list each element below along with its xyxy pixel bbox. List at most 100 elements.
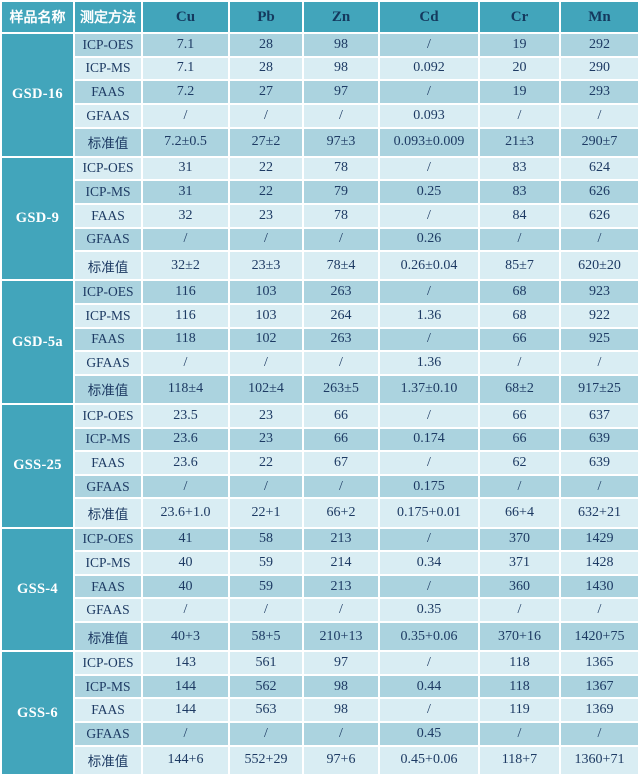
value-cell: 0.175+0.01: [380, 499, 478, 527]
value-cell: 0.35: [380, 599, 478, 622]
value-cell: 40: [143, 552, 228, 574]
value-cell: 66+4: [480, 499, 559, 527]
value-cell: 1430: [561, 575, 638, 598]
method-cell: ICP-OES: [75, 652, 141, 674]
method-cell: ICP-OES: [75, 281, 141, 303]
value-cell: 32±2: [143, 252, 228, 280]
value-cell: /: [380, 281, 478, 303]
table-row: 标准值 32±2 23±3 78±4 0.26±0.04 85±7 620±20: [2, 252, 638, 280]
value-cell: 7.1: [143, 57, 228, 80]
method-cell: FAAS: [75, 328, 141, 351]
value-cell: 116: [143, 304, 228, 327]
method-cell: FAAS: [75, 81, 141, 103]
value-cell: 1.36: [380, 304, 478, 327]
sample-name-cell: GSS-4: [2, 528, 73, 651]
value-cell: /: [561, 352, 638, 374]
value-cell: 62: [480, 452, 559, 474]
value-cell: 0.26: [380, 228, 478, 251]
method-cell: ICP-MS: [75, 675, 141, 698]
value-cell: 23.5: [143, 404, 228, 427]
table-row: GFAAS / //0.093//: [2, 104, 638, 127]
value-cell: 22: [230, 181, 302, 203]
sample-name-cell: GSS-6: [2, 652, 73, 774]
value-cell: 68: [480, 304, 559, 327]
value-cell: 1365: [561, 652, 638, 674]
value-cell: 97: [304, 81, 378, 103]
value-cell: 23: [230, 204, 302, 227]
value-cell: /: [380, 575, 478, 598]
header-row: 样品名称 测定方法 Cu Pb Zn Cd Cr Mn: [2, 2, 638, 32]
value-cell: 1.36: [380, 352, 478, 374]
value-cell: 79: [304, 181, 378, 203]
value-cell: 1429: [561, 528, 638, 551]
column-header-pb: Pb: [230, 2, 302, 32]
value-cell: /: [561, 104, 638, 127]
value-cell: /: [480, 599, 559, 622]
value-cell: /: [230, 475, 302, 498]
table-row: FAAS 7.2 27 97/19 293: [2, 81, 638, 103]
column-header-sample: 样品名称: [2, 2, 73, 32]
column-header-method: 测定方法: [75, 2, 141, 32]
method-cell: ICP-OES: [75, 34, 141, 56]
value-cell: 620±20: [561, 252, 638, 280]
value-cell: /: [143, 228, 228, 251]
value-cell: /: [380, 404, 478, 427]
method-cell: ICP-MS: [75, 428, 141, 451]
table-row: GSD-5a ICP-OES 116 103 263/68 923: [2, 281, 638, 403]
value-cell: 7.1: [143, 34, 228, 56]
value-cell: 1369: [561, 699, 638, 722]
method-cell: ICP-MS: [75, 304, 141, 327]
value-cell: 563: [230, 699, 302, 722]
method-cell: ICP-OES: [75, 404, 141, 427]
method-cell: FAAS: [75, 452, 141, 474]
value-cell: /: [480, 352, 559, 374]
value-cell: /: [230, 599, 302, 622]
table-row: GFAAS / //0.26//: [2, 228, 638, 251]
value-cell: /: [230, 723, 302, 745]
value-cell: 925: [561, 328, 638, 351]
value-cell: 144: [143, 699, 228, 722]
value-cell: /: [230, 352, 302, 374]
value-cell: 97+6: [304, 746, 378, 774]
method-cell: ICP-OES: [75, 528, 141, 551]
value-cell: /: [143, 723, 228, 745]
value-cell: 66: [480, 404, 559, 427]
value-cell: 213: [304, 575, 378, 598]
value-cell: 116: [143, 281, 228, 303]
value-cell: 263: [304, 281, 378, 303]
value-cell: 66+2: [304, 499, 378, 527]
value-cell: 0.34: [380, 552, 478, 574]
value-cell: 40+3: [143, 623, 228, 651]
value-cell: 78: [304, 204, 378, 227]
value-cell: 1367: [561, 675, 638, 698]
value-cell: 66: [480, 428, 559, 451]
table-row: GFAAS / //0.35//: [2, 599, 638, 622]
value-cell: /: [304, 104, 378, 127]
value-cell: /: [561, 599, 638, 622]
value-cell: 118+7: [480, 746, 559, 774]
value-cell: /: [561, 475, 638, 498]
value-cell: /: [480, 104, 559, 127]
value-cell: /: [480, 723, 559, 745]
value-cell: 31: [143, 181, 228, 203]
value-cell: 290: [561, 57, 638, 80]
value-cell: 118±4: [143, 375, 228, 403]
value-cell: 7.2±0.5: [143, 128, 228, 156]
value-cell: /: [561, 228, 638, 251]
value-cell: /: [561, 723, 638, 745]
value-cell: /: [380, 157, 478, 180]
value-cell: 264: [304, 304, 378, 327]
method-cell: FAAS: [75, 699, 141, 722]
value-cell: 632+21: [561, 499, 638, 527]
value-cell: 103: [230, 281, 302, 303]
value-cell: 917±25: [561, 375, 638, 403]
value-cell: 210+13: [304, 623, 378, 651]
table-row: ICP-MS 40 59 214 0.34 371 1428: [2, 552, 638, 574]
value-cell: 41: [143, 528, 228, 551]
method-cell: ICP-MS: [75, 552, 141, 574]
value-cell: 83: [480, 157, 559, 180]
method-cell: 标准值: [75, 375, 141, 403]
table-row: GSD-9 ICP-OES 31 22 78/83 624: [2, 157, 638, 280]
value-cell: 28: [230, 57, 302, 80]
